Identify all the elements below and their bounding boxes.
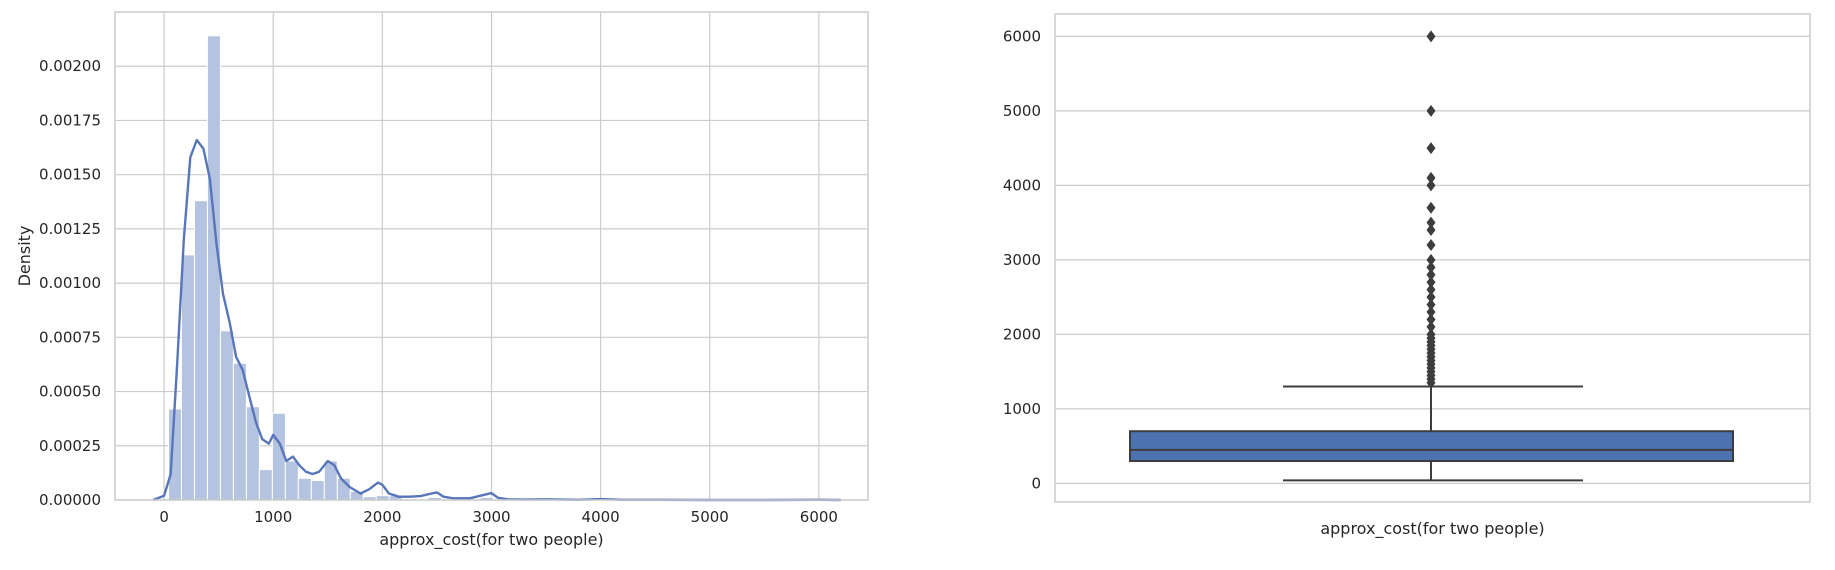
outlier-point [1426, 253, 1436, 266]
histogram-bar [245, 406, 260, 501]
histogram-bar [193, 200, 208, 501]
outlier-point [1426, 171, 1436, 184]
y-tick-label: 0.00125 [39, 220, 101, 238]
y-tick-label: 0.00025 [39, 437, 101, 455]
x-tick-label: 1000 [254, 508, 292, 526]
y-tick-label: 0.00075 [39, 328, 101, 346]
outlier-point [1426, 320, 1436, 333]
outlier-point [1426, 298, 1436, 311]
y-tick-label: 0.00200 [39, 57, 101, 75]
histogram-bar [232, 362, 247, 501]
histogram-bar [219, 330, 234, 501]
y-tick-label: 0.00050 [39, 383, 101, 401]
outlier-point [1426, 283, 1436, 296]
histogram-bar [297, 477, 312, 501]
y-tick-label: 6000 [1003, 27, 1041, 45]
x-tick-label: 0 [159, 508, 169, 526]
outlier-point [1426, 313, 1436, 326]
y-tick-label: 5000 [1003, 102, 1041, 120]
outlier-point [1426, 104, 1436, 117]
outlier-point [1426, 291, 1436, 304]
histogram-bar [180, 254, 195, 501]
histogram-bar [284, 460, 299, 501]
y-tick-label: 0.00175 [39, 111, 101, 129]
outlier-point [1426, 238, 1436, 251]
outlier-point [1426, 142, 1436, 155]
histogram-bar [310, 479, 325, 501]
outlier-point [1426, 201, 1436, 214]
y-tick-label: 4000 [1003, 176, 1041, 194]
outlier-point [1426, 328, 1436, 341]
outlier-point [1426, 261, 1436, 274]
y-tick-label: 0.00150 [39, 166, 101, 184]
y-tick-label: 1000 [1003, 400, 1041, 418]
y-tick-label: 0.00000 [39, 491, 101, 509]
plot-frame [1054, 13, 1811, 503]
outlier-point [1426, 224, 1436, 237]
y-tick-label: 0 [1031, 474, 1041, 492]
box-iqr [1129, 430, 1734, 463]
y-tick-label: 0.00100 [39, 274, 101, 292]
y-tick-label: 3000 [1003, 251, 1041, 269]
y-axis-label: Density [15, 226, 34, 287]
histogram-chart: 0 1000 2000 3000 4000 5000 6000 0.00000 0.00025 0… [15, 11, 869, 550]
x-tick-label: 6000 [800, 508, 838, 526]
boxplot-chart: 0 1000 2000 3000 4000 5000 6000 approx_cost(for… [1003, 13, 1811, 539]
x-tick-label: 2000 [363, 508, 401, 526]
histogram-bar [167, 408, 182, 501]
outlier-point [1426, 268, 1436, 281]
y-tick-label: 2000 [1003, 325, 1041, 343]
x-axis-label: approx_cost(for two people) [379, 530, 603, 550]
outlier-point [1426, 216, 1436, 229]
x-tick-label: 5000 [691, 508, 729, 526]
outlier-point [1426, 30, 1436, 43]
outlier-point [1426, 179, 1436, 192]
outlier-point [1426, 276, 1436, 289]
x-tick-label: 3000 [472, 508, 510, 526]
plot-frame [114, 11, 869, 501]
x-axis-label: approx_cost(for two people) [1320, 519, 1544, 539]
x-tick-label: 4000 [582, 508, 620, 526]
outlier-point [1426, 306, 1436, 319]
histogram-bar [258, 469, 273, 501]
